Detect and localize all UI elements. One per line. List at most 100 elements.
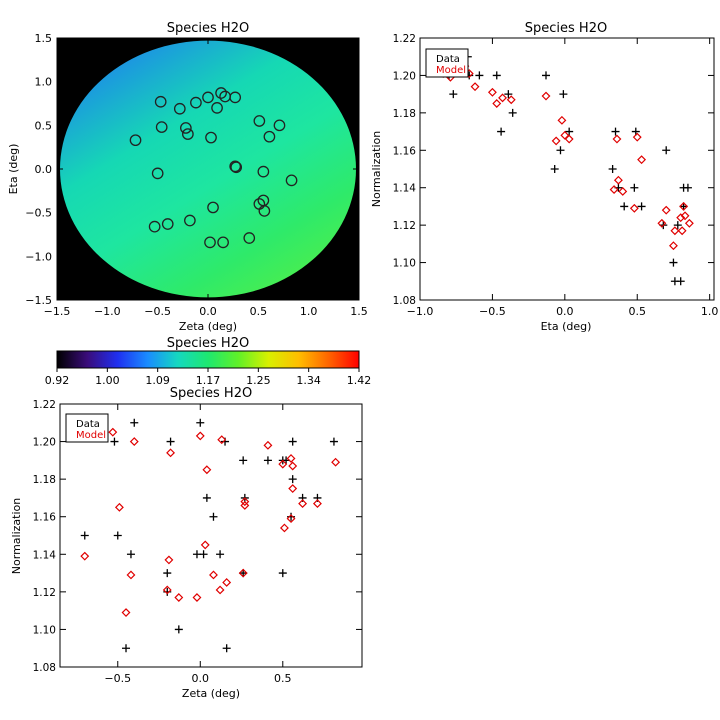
eta-model-point [541,91,551,101]
map-x-tick-label: −1.5 [44,305,71,318]
zeta-y-tick-label: 1.16 [33,512,57,524]
zeta-model-point [126,570,136,580]
eta-x-tick-label: 1.0 [701,305,719,318]
eta-data-point [637,202,646,211]
map-x-tick-label: 0.5 [250,305,268,318]
map-fiber-13 [253,115,266,127]
zeta-x-tick-label: 0.0 [192,672,210,685]
eta-data-point [608,165,617,173]
map-x-ticks: −1.5 −1.0 −0.5 0.0 0.5 1.0 1.5 [44,38,368,318]
eta-data-point [559,90,568,99]
zeta-model-point [166,448,176,458]
eta-model-point [487,87,497,97]
map-fiber-19 [257,165,270,178]
zeta-data-point [216,550,225,559]
map-fiber-26 [161,218,174,230]
zeta-data-point [163,587,172,596]
colorbar-tick-label: 1.00 [95,374,120,387]
eta-data-point [611,127,620,136]
zeta-model-point [312,499,322,509]
eta-model-point [564,134,574,144]
eta-data-point [449,90,458,99]
map-fiber-6 [229,91,242,104]
eta-model-point [498,93,508,103]
zeta-model-point [278,459,288,469]
eta-legend: Data Model [425,48,469,78]
eta-data-point [542,71,550,80]
map-y-tick-label: −1.0 [25,250,52,263]
zeta-data-point [209,512,218,521]
zeta-data-point [130,418,139,427]
map-fiber-0 [154,95,167,108]
eta-x-tick-label: −0.5 [479,305,506,318]
map-fiber-1 [173,102,186,115]
eta-model-point [676,213,686,223]
eta-data-point [676,277,685,286]
zeta-y-tick-label: 1.14 [33,549,57,561]
zeta-legend-model: Model [76,430,106,441]
zeta-model-point [286,514,296,524]
map-fiber-27 [148,220,161,233]
map-fiber-20 [285,174,298,187]
zeta-legend-box [65,413,109,443]
zeta-data-point [122,644,131,653]
eta-data-point [620,202,629,211]
zeta-model-point [215,585,225,595]
eta-x-tick-label: 0.5 [628,305,646,318]
eta-model-point [684,218,694,228]
zeta-model-point [108,427,118,437]
colorbar-tick-label: 1.17 [196,374,221,387]
zeta-y-tick-label: 1.08 [33,662,56,674]
zeta-model-point [238,568,248,578]
map-fiber-9 [180,122,192,134]
colorbar-tick-label: 1.42 [347,374,372,387]
zeta-model-point [222,578,232,587]
zeta-model-point [288,461,298,471]
zeta-model-point [279,523,289,533]
zeta-model-point [286,454,296,463]
zeta-data-point [222,644,231,653]
zeta-data-point [263,456,272,465]
map-x-tick-label: 0.0 [199,305,217,318]
map-fiber-10 [129,134,142,147]
zeta-data-point [288,437,297,446]
zeta-data-point [174,625,183,634]
map-x-tick-label: 1.5 [350,305,368,318]
zeta-data-point [80,531,89,540]
map-fiber-4 [215,87,227,99]
eta-data-point [497,127,506,136]
eta-y-tick-label: 1.20 [393,70,416,82]
colorbar-tick-label: 1.25 [246,374,271,387]
zeta-title: Species H2O [170,386,252,401]
map-fiber-30 [217,236,229,249]
eta-y-tick-label: 1.08 [393,295,416,307]
eta-model-point [679,201,689,211]
zeta-data-point [166,437,175,446]
zeta-data-point [202,493,211,502]
zeta-data-point [287,512,296,521]
eta-data-point [630,183,639,192]
colorbar-tick-label: 0.92 [45,374,70,387]
zeta-data-point [239,569,248,578]
zeta-ticks: −0.5 0.0 0.5 1.08 1.10 1.12 1.14 1.16 1.18 1.20 1.… [33,399,362,685]
eta-model-point [680,211,690,221]
colorbar-panel: Species H2O 0.92 1.00 1.09 1.17 1.25 1.34 1.42 [45,336,372,387]
zeta-y-tick-label: 1.10 [33,624,56,636]
zeta-model-point [240,500,250,510]
eta-y-tick-label: 1.12 [393,220,416,232]
zeta-model-point [162,585,172,595]
zeta-model-point [209,570,218,580]
eta-x-tick-label: 0.0 [556,305,574,318]
eta-model-point [661,205,671,215]
map-fiber-16 [151,167,164,180]
map-y-label: Eta (deg) [7,144,20,195]
zeta-model-point [263,440,273,450]
zeta-model-point [80,551,90,561]
eta-data-point [508,108,517,117]
map-field-disk [60,40,356,298]
map-fiber-2 [190,96,202,109]
map-fiber-28 [243,232,256,244]
zeta-y-label: Normalization [10,498,23,574]
zeta-data-point [126,550,135,559]
map-y-tick-label: −1.5 [25,294,52,307]
